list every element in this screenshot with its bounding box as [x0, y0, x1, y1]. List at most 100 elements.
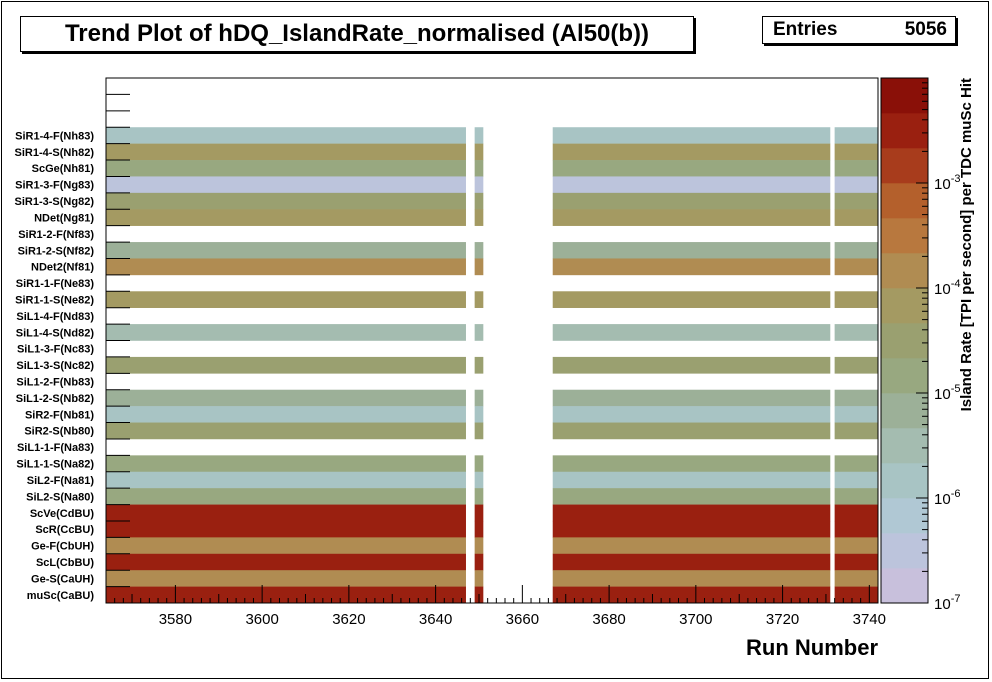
y-tick-label: NDet2(Nf81) [31, 262, 94, 274]
y-tick-label: SiR1-3-S(Ng82) [15, 196, 95, 208]
color-scale-swatch [881, 218, 928, 254]
stats-entries-label: Entries [773, 19, 838, 40]
heatmap-cell [474, 356, 484, 374]
heatmap-cell [474, 537, 484, 555]
y-tick-label: SiR1-4-S(Nh82) [15, 147, 95, 159]
heatmap-cell [106, 455, 466, 473]
y-tick-label: SiR2-S(Nb80) [24, 426, 94, 438]
heatmap-cell [106, 488, 466, 505]
heatmap-cell [552, 324, 831, 341]
heatmap-cell [834, 553, 878, 571]
heatmap-cell [474, 242, 484, 259]
y-tick-label: ScVe(CdBU) [30, 508, 95, 520]
x-tick-label: 3660 [506, 611, 539, 628]
color-scale-swatch [881, 113, 928, 149]
heatmap-cell [106, 422, 466, 440]
heatmap-cell [834, 192, 878, 210]
y-tick-label: NDet(Ng81) [34, 212, 94, 224]
heatmap-cell [834, 520, 878, 538]
heatmap-cell [552, 553, 831, 571]
heatmap-cell [552, 471, 831, 489]
heatmap-cell [834, 488, 878, 505]
heatmap-cell [474, 422, 484, 440]
heatmap-cell [106, 176, 466, 194]
heatmap-cell [552, 406, 831, 423]
heatmap-cell [552, 455, 831, 473]
heatmap-cell [474, 209, 484, 226]
color-scale: 10-7 10-6 10-5 10-4 10-3 [880, 77, 960, 613]
heatmap-cell [552, 520, 831, 538]
y-tick-label: SiR1-4-F(Nh83) [15, 130, 94, 142]
heatmap-cell [474, 258, 484, 276]
x-tick-label: 3580 [159, 611, 192, 628]
heatmap-cell [106, 356, 466, 374]
x-axis-title: Run Number [746, 635, 878, 660]
y-tick-label: ScR(CcBU) [35, 524, 94, 536]
y-tick-label: ScL(CbBU) [36, 557, 94, 569]
y-tick-label: ScGe(Nh81) [32, 163, 95, 175]
x-axis: 3580 3600 3620 3640 3660 3680 3700 3720 3740 [105, 585, 886, 628]
stats-entries-value: 5056 [904, 19, 947, 40]
heatmap-cell [106, 192, 466, 210]
heatmap-cell [552, 389, 831, 407]
heatmap-cell [106, 504, 466, 522]
color-scale-swatch [881, 358, 928, 394]
heatmap-cell [834, 242, 878, 259]
y-tick-label: SiR1-2-F(Nf83) [18, 229, 94, 241]
z-tick-label: 10-5 [934, 383, 960, 403]
color-scale-swatch [881, 393, 928, 429]
heatmap-cell [106, 291, 466, 308]
heatmap-cell [552, 258, 831, 276]
heatmap-cell [106, 143, 466, 161]
heatmap-cell [834, 258, 878, 276]
heatmap-cell [474, 291, 484, 308]
heatmap-cell [552, 537, 831, 555]
y-tick-label: SiL1-2-S(Nb82) [16, 393, 95, 405]
heatmap-cell [552, 570, 831, 587]
heatmap-cell [552, 488, 831, 505]
heatmap-cell [474, 488, 484, 505]
heatmap-cell [474, 455, 484, 473]
y-tick-label: SiL1-1-F(Na83) [17, 442, 94, 454]
y-tick-label: SiL1-3-S(Nc82) [16, 360, 94, 372]
heatmap-cell [474, 471, 484, 489]
heatmap-cell [834, 455, 878, 473]
heatmap-cell [552, 176, 831, 194]
heatmap-cell [552, 192, 831, 210]
z-tick-label: 10-7 [934, 593, 960, 613]
chart-title-box: Trend Plot of hDQ_IslandRate_normalised … [20, 16, 694, 52]
y-tick-label: SiL1-3-F(Nc83) [17, 344, 94, 356]
heatmap-cell [552, 356, 831, 374]
x-tick-label: 3720 [766, 611, 799, 628]
heatmap-cell [106, 209, 466, 226]
color-scale-frame [880, 77, 929, 604]
heatmap-cell [552, 242, 831, 259]
color-scale-swatch [881, 533, 928, 569]
heatmap-cell [834, 143, 878, 161]
heatmap-cells [106, 127, 878, 604]
z-axis-title: Island Rate [TPI per second] per TDC muS… [958, 78, 975, 411]
heatmap-cell [474, 176, 484, 194]
y-tick-label: SiR1-1-F(Ne83) [16, 278, 95, 290]
y-tick-label: SiL1-4-F(Nd83) [16, 311, 94, 323]
y-tick-label: SiR1-2-S(Nf82) [18, 245, 95, 257]
y-axis: SiR1-4-F(Nh83) SiR1-4-S(Nh82) ScGe(Nh81) Si… [15, 93, 130, 604]
y-tick-label: SiL1-2-F(Nb83) [16, 377, 94, 389]
heatmap-cell [834, 291, 878, 308]
heatmap-cell [106, 242, 466, 259]
color-scale-swatch [881, 428, 928, 464]
x-tick-label: 3700 [679, 611, 712, 628]
heatmap-cell [552, 291, 831, 308]
heatmap-cell [552, 586, 831, 604]
heatmap-cell [834, 570, 878, 587]
heatmap-cell [552, 209, 831, 226]
heatmap-cell [834, 406, 878, 423]
color-scale-swatch [881, 253, 928, 289]
y-tick-label: SiR1-1-S(Ne82) [15, 294, 94, 306]
heatmap-cell [106, 258, 466, 276]
y-tick-label: SiL2-S(Na80) [26, 491, 94, 503]
y-tick-label: SiL2-F(Na81) [27, 475, 95, 487]
heatmap-cell [552, 422, 831, 440]
heatmap-cell [834, 422, 878, 440]
heatmap-cell [474, 127, 484, 144]
